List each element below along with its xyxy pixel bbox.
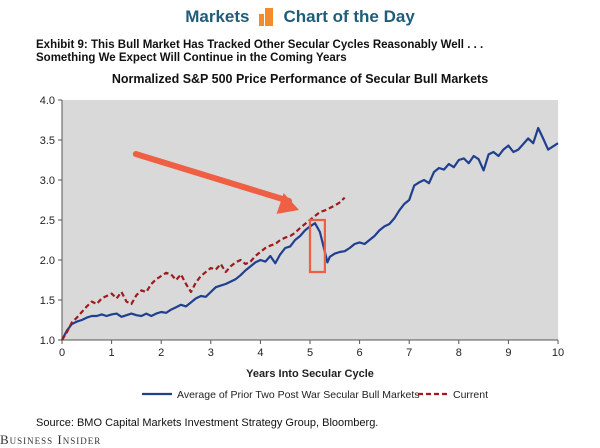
y-tick-label: 4.0 [40,95,55,107]
x-tick-label: 8 [456,347,462,359]
y-tick-label: 1.5 [40,295,55,307]
banner-markets: Markets [185,7,250,26]
y-tick-label: 2.5 [40,215,55,227]
x-tick-label: 10 [552,347,564,359]
exhibit-heading: Exhibit 9: This Bull Market Has Tracked … [36,39,596,65]
x-tick-label: 7 [406,347,412,359]
x-tick-label: 6 [357,347,363,359]
brand-text: Business Insider [0,432,102,447]
series-line-current [61,196,346,341]
x-tick-label: 9 [505,347,511,359]
exhibit-line-2: Something We Expect Will Continue in the… [36,52,347,64]
business-insider-logo: Business Insider [0,432,101,448]
annotation-arrow-shaft [132,151,293,204]
x-tick-label: 0 [59,347,65,359]
source-note: Source: BMO Capital Markets Investment S… [36,417,379,429]
x-tick-label: 1 [109,347,115,359]
header-banner: Markets Chart of the Day [0,0,600,34]
y-tick-label: 3.5 [40,135,55,147]
annotation-arrow-head [276,193,299,214]
y-tick-label: 2.0 [40,255,55,267]
y-tick-label: 1.0 [40,335,55,347]
banner-chart-of-the-day: Chart of the Day [283,7,415,26]
legend-label-average: Average of Prior Two Post War Secular Bu… [177,389,420,401]
highlight-box [308,218,326,274]
exhibit-line-1: Exhibit 9: This Bull Market Has Tracked … [36,39,484,51]
x-axis-label: Years Into Secular Cycle [246,368,374,380]
chart-of-the-day-icon [259,8,274,26]
y-tick-label: 3.0 [40,175,55,187]
legend-label-current: Current [453,389,488,401]
x-tick-label: 2 [158,347,164,359]
x-tick-label: 3 [208,347,214,359]
series-line-average [61,126,559,341]
x-tick-label: 5 [307,347,313,359]
x-tick-label: 4 [257,347,263,359]
chart-title: Normalized S&P 500 Price Performance of … [111,72,489,86]
